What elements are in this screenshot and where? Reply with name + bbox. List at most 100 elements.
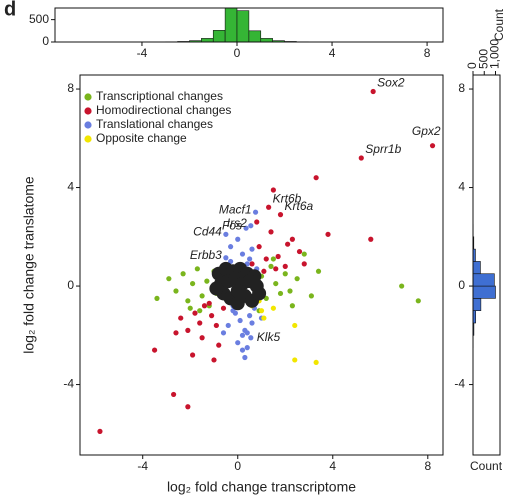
scatter-point	[285, 241, 291, 247]
histogram-bar	[248, 30, 262, 42]
scatter-point	[415, 298, 421, 304]
histogram-bar	[201, 38, 214, 42]
scatter-point	[239, 332, 246, 338]
x-tick-label: 0	[234, 46, 241, 60]
scatter-point	[249, 320, 255, 326]
scatter-point	[248, 335, 254, 341]
x-tick-label: 8	[424, 459, 431, 473]
legend-label: Opposite change	[96, 131, 187, 145]
scatter-point	[277, 212, 284, 218]
scatter-point	[358, 155, 364, 161]
scatter-point	[315, 268, 322, 274]
scatter-point	[263, 256, 269, 262]
x-tick-label: -4	[137, 46, 148, 60]
scatter-point	[268, 229, 274, 235]
scatter-point	[252, 209, 259, 215]
x-tick-label: 8	[424, 46, 431, 60]
scatter-point	[97, 428, 103, 434]
scatter-point	[270, 187, 276, 193]
histogram-bar	[473, 273, 495, 287]
y-tick-label: 500	[29, 12, 49, 26]
point-label: Sprr1b	[365, 142, 401, 156]
histogram-bar	[473, 285, 496, 299]
scatter-point	[247, 256, 253, 262]
scatter-point	[74, 407, 79, 412]
legend-label: Homodirectional changes	[96, 103, 231, 117]
scatter-point	[289, 236, 295, 242]
scatter-point	[287, 288, 293, 294]
scatter-point	[235, 340, 241, 346]
scatter-point	[313, 175, 319, 181]
point-label: Gpx2	[412, 124, 441, 138]
scatter-point	[151, 347, 158, 353]
y-tick-label: 8	[458, 81, 465, 95]
x-tick-label: 500	[476, 49, 490, 69]
point-label: Macf1	[219, 202, 252, 216]
scatter-point	[429, 143, 436, 149]
scatter-point	[277, 290, 284, 297]
scatter-point	[197, 308, 203, 314]
x-tick-label: 4	[329, 46, 336, 60]
axes-frame	[472, 74, 501, 456]
scatter-point	[243, 225, 249, 231]
scatter-point	[301, 261, 307, 267]
scatter-point	[225, 322, 231, 329]
scatter-point	[261, 268, 267, 274]
scatter-point	[206, 300, 212, 306]
scatter-point	[185, 327, 191, 333]
plot-area	[473, 224, 496, 348]
scatter-point	[197, 320, 203, 326]
scatter-point	[275, 253, 281, 260]
legend-marker	[84, 107, 92, 115]
x-tick-label: 0	[234, 459, 241, 473]
x-tick-label: 0	[465, 62, 479, 69]
scatter-point	[244, 330, 250, 336]
scatter-point	[166, 276, 172, 282]
histogram-bar	[473, 261, 481, 275]
point-label: Irs2	[227, 216, 247, 230]
scatter-point	[249, 246, 255, 252]
histogram-bar	[212, 30, 226, 42]
x-axis-label: log₂ fold change transcriptome	[167, 479, 356, 495]
scatter-point	[192, 310, 198, 316]
point-label: Krt6b	[273, 191, 302, 205]
scatter-point	[399, 283, 405, 289]
scatter-point	[294, 276, 300, 282]
scatter-point	[270, 305, 276, 311]
legend-marker	[84, 121, 92, 129]
scatter-point	[313, 359, 319, 366]
scatter-point	[209, 313, 215, 319]
point-label: Erbb3	[190, 248, 222, 262]
histogram-bar	[473, 248, 476, 262]
x-tick-label: -4	[137, 459, 148, 473]
scatter-point	[213, 322, 219, 329]
scatter-point	[254, 219, 260, 225]
panel-label: d	[4, 0, 16, 20]
y-axis-label: Count	[492, 8, 506, 41]
scatter-point	[282, 263, 288, 269]
plot-area	[165, 8, 309, 42]
scatter-point	[266, 204, 272, 210]
scatter-point	[220, 305, 227, 311]
scatter-point	[252, 286, 267, 301]
scatter-point	[201, 303, 208, 309]
point-label: Sox2	[377, 76, 405, 90]
histogram-bar	[260, 38, 273, 42]
scatter-point	[230, 296, 245, 311]
scatter-point	[185, 404, 191, 410]
scatter-point	[178, 315, 184, 321]
scatter-point	[273, 266, 279, 272]
scatter-point	[211, 357, 217, 363]
legend-marker	[84, 93, 92, 101]
point-label: Cd44	[193, 225, 222, 239]
plot-area	[74, 88, 436, 434]
scatter-point	[204, 278, 210, 284]
legend-label: Translational changes	[96, 117, 213, 131]
scatter-point	[173, 288, 179, 294]
scatter-point	[248, 223, 254, 229]
scatter-point	[292, 357, 298, 363]
scatter-point	[173, 330, 179, 336]
axes-frame	[79, 74, 444, 456]
legend-label: Transcriptional changes	[96, 89, 223, 103]
